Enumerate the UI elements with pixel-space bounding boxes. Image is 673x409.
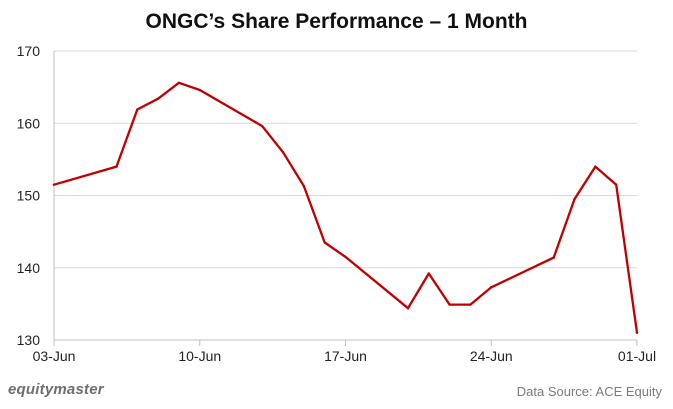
data-point	[344, 255, 347, 259]
data-point	[614, 183, 618, 186]
data-point	[490, 286, 493, 289]
data-point	[302, 184, 306, 188]
chart-title: ONGC’s Share Performance – 1 Month	[145, 10, 528, 33]
data-point	[281, 150, 285, 154]
axes	[53, 51, 638, 346]
data-point	[573, 197, 576, 201]
x-tick-label: 17-Jun	[324, 348, 367, 364]
data-point	[427, 272, 430, 275]
x-tick-label: 03-Jun	[33, 348, 76, 364]
y-tick-label: 130	[17, 332, 41, 348]
brand-logo: equitymaster	[8, 381, 104, 398]
data-point	[406, 307, 410, 310]
data-point	[52, 183, 56, 186]
data-point	[115, 165, 118, 168]
y-tick-label: 170	[17, 43, 41, 59]
tick-labels: 130 140 150 160 170 03-Jun 10-Jun 17-Jun 24-Jun 0…	[17, 43, 656, 364]
data-point	[635, 331, 639, 334]
x-tick-label: 24-Jun	[470, 348, 513, 364]
y-tick-label: 150	[17, 188, 41, 204]
data-point	[177, 81, 181, 84]
series-line	[52, 81, 639, 334]
gridlines	[54, 50, 637, 269]
data-source-note: Data Source: ACE Equity	[516, 384, 662, 399]
x-tick-label: 01-Jul	[618, 348, 656, 364]
data-point	[448, 303, 451, 306]
data-point	[469, 303, 472, 306]
series-layer	[52, 81, 639, 334]
data-point	[261, 124, 264, 128]
data-point	[323, 241, 326, 244]
data-point	[594, 165, 597, 168]
x-tick-label: 10-Jun	[178, 348, 221, 364]
data-point	[136, 108, 139, 111]
y-tick-label: 160	[17, 115, 41, 131]
data-point	[552, 256, 555, 259]
data-point	[198, 88, 201, 92]
data-point	[156, 97, 160, 100]
y-tick-label: 140	[17, 260, 41, 276]
